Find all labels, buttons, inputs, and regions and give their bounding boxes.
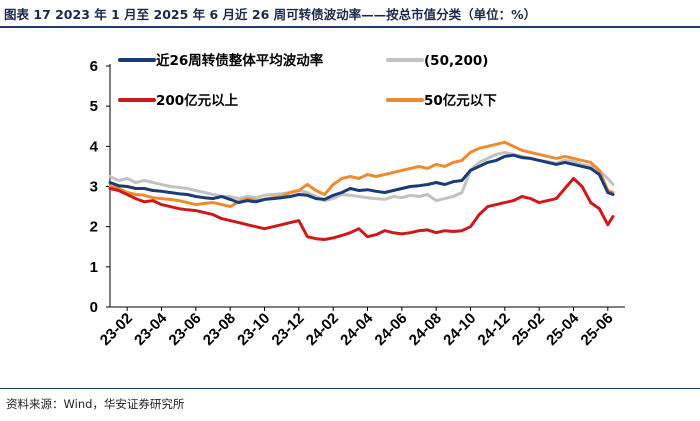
x-tick-label: 25-04 [543,309,583,349]
x-tick-label: 24-02 [303,310,342,349]
chart-series [108,140,615,241]
x-tick-label: 24-12 [475,310,514,349]
legend-label-below50: 50亿元以下 [424,92,497,109]
y-tick-label: 5 [90,98,98,115]
x-tick-label: 24-06 [372,310,411,349]
y-tick-label: 0 [90,299,98,316]
x-tick-label: 24-10 [440,310,479,349]
x-tick-label: 24-08 [406,310,445,349]
legend-label-above200: 200亿元以上 [156,92,239,109]
x-tick-label: 23-08 [200,310,239,349]
x-tick-label: 23-04 [131,309,171,349]
title-bar [0,0,700,28]
y-tick-label: 4 [90,138,99,155]
chart-legend: 近26周转债整体平均波动率 (50,200) 200亿元以上 50亿元以下 [118,52,497,109]
series-line-overall [108,153,615,205]
x-tick-label: 23-10 [234,310,273,349]
series-line-above200 [108,177,615,241]
source-divider [0,388,700,389]
x-tick-label: 25-06 [578,310,617,349]
x-tick-label: 23-06 [166,310,205,349]
volatility-chart: 012345623-0223-0423-0623-0823-1023-1224-… [90,52,625,349]
x-tick-label: 23-02 [97,310,136,349]
y-tick-label: 3 [90,179,98,196]
y-tick-label: 2 [90,219,98,236]
x-tick-label: 25-02 [509,310,548,349]
series-line-below50 [108,140,615,209]
x-tick-label: 23-12 [269,310,308,349]
legend-label-s50_200: (50,200) [424,53,488,69]
source-note: 资料来源：Wind，华安证券研究所 [6,397,185,411]
x-tick-label: 24-04 [337,309,377,349]
figure-title: 图表 17 2023 年 1 月至 2025 年 6 月近 26 周可转债波动率… [4,7,537,22]
y-tick-label: 1 [90,259,98,276]
legend-label-overall: 近26周转债整体平均波动率 [156,52,324,69]
y-tick-label: 6 [90,58,98,75]
